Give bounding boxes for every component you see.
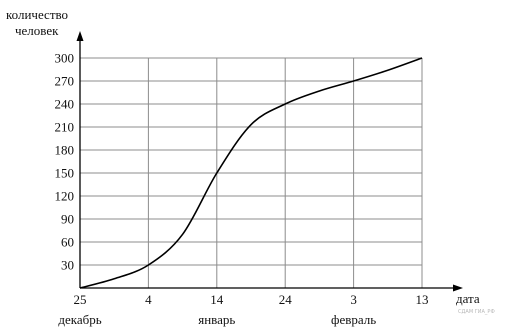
y-tick-label: 150 xyxy=(55,166,75,181)
y-tick-label: 300 xyxy=(55,51,75,66)
grid xyxy=(80,57,423,288)
x-tick-label: 13 xyxy=(416,292,429,307)
series-line xyxy=(79,57,423,289)
y-tick-labels: 30 60 90 120 150 180 210 240 270 300 xyxy=(55,51,75,273)
month-labels: декабрь январь февраль xyxy=(58,312,376,327)
x-tick-label: 3 xyxy=(350,292,357,307)
month-label: декабрь xyxy=(58,312,101,327)
y-tick-label: 270 xyxy=(55,74,75,89)
x-axis-arrow xyxy=(453,284,463,292)
month-label: февраль xyxy=(331,312,376,327)
y-tick-label: 240 xyxy=(55,97,75,112)
x-tick-label: 4 xyxy=(145,292,152,307)
x-tick-label: 25 xyxy=(74,292,87,307)
x-tick-labels: 25 4 14 24 3 13 xyxy=(74,292,429,307)
y-axis-arrow xyxy=(76,31,84,41)
y-tick-label: 120 xyxy=(55,189,75,204)
x-tick-label: 24 xyxy=(279,292,293,307)
y-axis-label-line1: количество xyxy=(6,7,68,22)
month-label: январь xyxy=(198,312,235,327)
y-tick-label: 210 xyxy=(55,120,75,135)
x-tick-label: 14 xyxy=(210,292,224,307)
y-tick-label: 180 xyxy=(55,143,75,158)
y-axis-label-line2: человек xyxy=(15,23,59,38)
x-axis-label: дата xyxy=(456,291,480,306)
y-tick-label: 60 xyxy=(61,235,74,250)
y-tick-label: 30 xyxy=(61,258,74,273)
axes xyxy=(76,31,463,292)
y-tick-label: 90 xyxy=(61,212,74,227)
watermark: СДАМ ГИА_РФ xyxy=(458,309,495,315)
